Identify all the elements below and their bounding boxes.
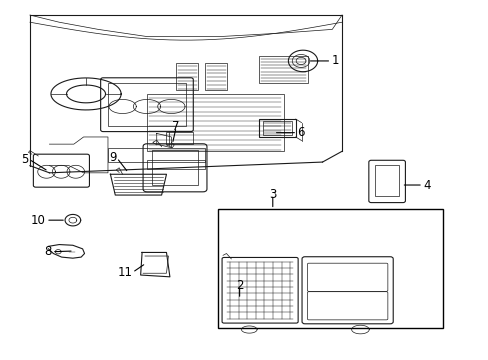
Text: 1: 1 bbox=[330, 54, 338, 67]
Bar bbox=[263, 121, 291, 135]
Text: 11: 11 bbox=[117, 266, 132, 279]
Bar bbox=[259, 119, 295, 137]
Bar bbox=[205, 63, 227, 90]
Text: 9: 9 bbox=[109, 151, 117, 164]
Bar bbox=[147, 160, 205, 169]
Bar bbox=[108, 148, 205, 162]
Text: 7: 7 bbox=[172, 121, 180, 134]
Text: 5: 5 bbox=[21, 153, 29, 166]
Bar bbox=[217, 210, 442, 328]
Bar bbox=[166, 132, 193, 144]
Bar bbox=[259, 56, 307, 83]
Text: 10: 10 bbox=[31, 214, 46, 227]
Bar bbox=[152, 150, 198, 185]
Bar bbox=[147, 94, 283, 151]
Text: 8: 8 bbox=[44, 245, 52, 258]
Text: 4: 4 bbox=[422, 179, 429, 192]
Bar bbox=[176, 63, 198, 90]
Text: 2: 2 bbox=[235, 279, 243, 292]
Text: 3: 3 bbox=[268, 188, 276, 201]
Bar bbox=[374, 165, 398, 197]
Text: 6: 6 bbox=[297, 126, 304, 139]
Bar bbox=[108, 83, 185, 126]
